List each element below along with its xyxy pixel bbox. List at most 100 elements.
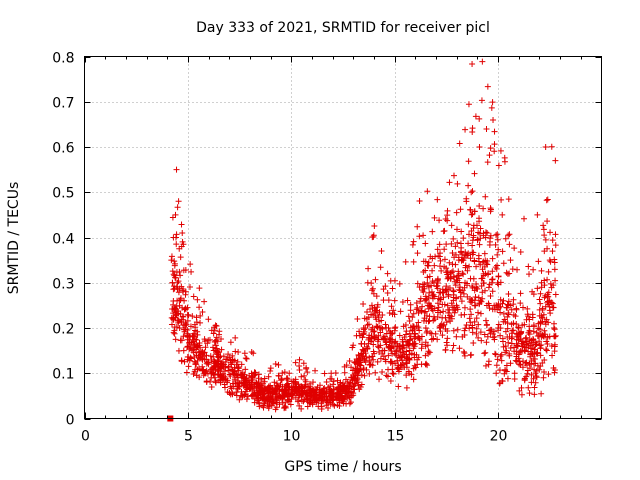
data-point (542, 144, 549, 150)
data-point (498, 351, 505, 358)
data-point (527, 353, 534, 360)
data-point (302, 381, 309, 388)
data-point (370, 232, 377, 239)
data-point (494, 231, 501, 238)
data-point (251, 369, 258, 376)
data-point (188, 268, 195, 275)
data-point (372, 369, 379, 376)
data-point (426, 289, 433, 296)
data-point (544, 340, 551, 347)
data-point (516, 349, 523, 356)
data-point (213, 334, 220, 341)
data-point (409, 340, 416, 347)
data-point (339, 395, 346, 402)
data-point (283, 390, 290, 397)
data-point (521, 215, 528, 222)
data-point (526, 390, 533, 397)
data-point (361, 372, 368, 379)
data-point (456, 140, 463, 147)
data-point (373, 334, 380, 341)
data-point (185, 363, 192, 370)
data-point (170, 315, 177, 322)
data-point (388, 331, 395, 338)
data-point (531, 391, 538, 398)
data-point (391, 297, 398, 304)
data-point (170, 271, 177, 278)
data-point (334, 402, 341, 409)
data-point (438, 320, 445, 327)
data-point (227, 339, 234, 346)
data-point (390, 307, 397, 314)
data-point (528, 371, 535, 378)
data-point (488, 279, 495, 286)
data-point (185, 339, 192, 346)
data-point (416, 284, 423, 291)
data-point (465, 221, 472, 228)
data-point (424, 362, 431, 369)
data-point (323, 379, 330, 386)
data-point (469, 249, 476, 256)
data-point (437, 325, 444, 331)
data-point (416, 327, 423, 334)
data-point (379, 347, 386, 354)
data-point (315, 394, 322, 401)
data-point (209, 365, 216, 372)
data-point (424, 279, 431, 286)
data-point (396, 332, 403, 339)
data-point (212, 338, 219, 345)
data-point (507, 257, 514, 264)
data-point (471, 170, 478, 177)
data-point (360, 325, 367, 331)
data-point (276, 392, 283, 399)
data-point (541, 232, 548, 239)
data-point (179, 230, 186, 237)
data-point (380, 334, 387, 341)
data-point (455, 257, 462, 264)
data-point (411, 326, 418, 333)
data-point (385, 325, 392, 331)
data-point (434, 246, 441, 253)
data-point (182, 320, 189, 327)
data-point (465, 240, 472, 247)
data-point (540, 311, 547, 318)
data-point (375, 344, 382, 351)
data-point (478, 337, 485, 344)
data-point (499, 335, 506, 342)
data-point (369, 285, 376, 292)
data-point (353, 356, 360, 363)
data-point (492, 351, 499, 358)
data-point (443, 241, 450, 248)
data-point (267, 365, 274, 372)
data-point (374, 301, 381, 308)
data-point (416, 233, 423, 240)
data-point (498, 196, 505, 203)
data-point (405, 313, 412, 320)
data-point (545, 371, 552, 378)
data-point (267, 368, 274, 375)
data-point (544, 293, 551, 300)
data-point (387, 330, 394, 337)
data-point (411, 330, 418, 337)
data-point (469, 283, 476, 290)
data-point (170, 310, 177, 317)
data-point (172, 211, 179, 218)
data-point (351, 359, 358, 366)
data-point (293, 390, 300, 397)
data-point (422, 343, 429, 350)
data-point (519, 364, 526, 371)
data-point (226, 371, 233, 378)
data-point (417, 295, 424, 302)
data-point (391, 339, 398, 346)
data-point (404, 297, 411, 304)
data-point (537, 319, 544, 326)
data-point (219, 361, 226, 368)
data-point (175, 319, 182, 326)
data-point (453, 226, 460, 233)
data-point (544, 276, 551, 283)
data-point (504, 325, 511, 332)
data-point (392, 352, 399, 359)
data-point (414, 304, 421, 311)
data-point (388, 358, 395, 365)
data-point (453, 295, 460, 302)
data-point (397, 349, 404, 356)
